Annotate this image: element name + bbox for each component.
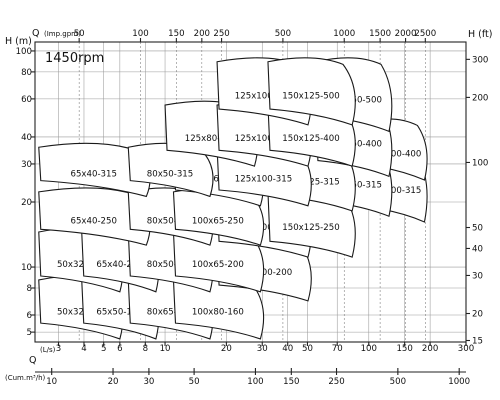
model-label: 80x50-250 — [147, 216, 193, 226]
x-bottom-m3h-tick-label: 20 — [108, 377, 119, 387]
model-label: 150x125-400 — [282, 134, 339, 144]
y-left-tick-label: 5 — [27, 328, 32, 338]
model-label: 125x80-400 — [185, 134, 237, 144]
x-bottom-m3h-tick-label: 10 — [46, 377, 57, 387]
model-label: 100x65-315 — [192, 175, 244, 185]
y-right-tick-label: 100 — [472, 158, 488, 168]
x-top-tick-label: 2500 — [414, 29, 436, 39]
x-bottom-ls-tick-label: 150 — [396, 344, 412, 354]
model-label: 150x125-500 — [282, 92, 339, 102]
x-top-tick-label: 1000 — [333, 29, 355, 39]
x-top-axis-unit: (Imp.gpm) — [44, 30, 81, 38]
x-bottom-m3h-tick-label: 150 — [283, 377, 299, 387]
y-right-tick-label: 40 — [472, 244, 483, 254]
x-top-tick-label: 100 — [132, 29, 148, 39]
x-top-tick-label: 2000 — [395, 29, 417, 39]
x-bottom-m3h-tick-label: 1000 — [448, 377, 470, 387]
x-bottom-ls-tick-label: 3 — [56, 344, 61, 354]
x-bottom-axis-prefix: Q — [29, 355, 36, 366]
plot-frame — [34, 41, 467, 343]
y-left-tick-label: 60 — [21, 95, 32, 105]
y-left-tick-label: 30 — [21, 160, 32, 170]
y-left-tick-label: 100 — [16, 47, 32, 57]
x-bottom-ls-tick-label: 200 — [422, 344, 438, 354]
x-top-tick-label: 200 — [194, 29, 210, 39]
y-left-axis-label: H (m) — [5, 36, 32, 47]
x-top-tick-label: 150 — [168, 29, 184, 39]
y-right-tick-label: 300 — [472, 55, 488, 65]
x-bottom-ls-tick-label: 8 — [143, 344, 148, 354]
model-label: 65x40-200 — [96, 260, 142, 270]
y-right-axis-label: H (ft) — [468, 29, 492, 40]
model-label: 250x200-400 — [364, 150, 421, 160]
x-bottom-ls-tick-label: 10 — [160, 344, 171, 354]
x-bottom-ls-tick-label: 70 — [332, 344, 343, 354]
model-label: 150x125-250 — [282, 223, 339, 233]
speed-label: 1450rpm — [45, 51, 104, 66]
y-left-tick-label: 6 — [27, 311, 32, 321]
y-left-tick-label: 20 — [21, 198, 32, 208]
model-label: 80x50-200 — [147, 260, 193, 270]
y-right-tick-label: 15 — [472, 337, 483, 347]
y-left-tick-label: 80 — [21, 68, 32, 78]
model-label: 125x100-315 — [235, 175, 292, 185]
x-bottom-ls-tick-label: 4 — [81, 344, 86, 354]
y-left-tick-label: 40 — [21, 133, 32, 143]
model-label: 80x50-315 — [147, 170, 193, 180]
model-label: 100x65-250 — [192, 216, 244, 226]
x-bottom-ls-tick-label: 300 — [458, 344, 474, 354]
model-label: 100x65-200 — [192, 260, 244, 270]
model-label: 250x200-315 — [364, 186, 421, 196]
model-label: 65x40-250 — [71, 216, 117, 226]
x-bottom-m3h-tick-label: 250 — [328, 377, 344, 387]
x-bottom-ls-tick-label: 5 — [101, 344, 106, 354]
y-right-tick-label: 30 — [472, 271, 483, 281]
model-label: 80x65-160 — [147, 308, 193, 318]
model-label: 125x100-400 — [235, 134, 292, 144]
model-label: 50x32-160 — [57, 308, 103, 318]
x-top-tick-label: 50 — [74, 29, 85, 39]
x-bottom-m3h-tick-label: 100 — [247, 377, 263, 387]
x-bottom-ls-tick-label: 20 — [221, 344, 232, 354]
x-top-axis-prefix: Q — [32, 28, 39, 39]
y-left-tick-label: 10 — [21, 263, 32, 273]
x-top-tick-label: 250 — [213, 29, 229, 39]
y-left-tick-label: 8 — [27, 284, 32, 294]
x-bottom-m3h-tick-label: 30 — [143, 377, 154, 387]
y-right-tick-label: 50 — [472, 224, 483, 234]
x-bottom-ls-tick-label: 30 — [257, 344, 268, 354]
x-bottom-m3h-unit: (Cum.m³/h) — [5, 374, 46, 382]
x-bottom-ls-tick-label: 50 — [302, 344, 313, 354]
x-bottom-ls-tick-label: 100 — [361, 344, 377, 354]
axes: 3 4 5 6 8 10 20 30 40 50 70 100 150 200 300 5 6 8 10 20 30 40… — [16, 29, 489, 387]
x-bottom-ls-tick-label: 40 — [282, 344, 293, 354]
x-bottom-ls-unit: (L/s) — [40, 346, 56, 354]
model-label: 100x80-160 — [192, 308, 244, 318]
model-region — [267, 57, 356, 126]
x-top-tick-label: 500 — [275, 29, 291, 39]
y-right-tick-label: 200 — [472, 93, 488, 103]
model-label: 65x40-315 — [71, 170, 117, 180]
x-bottom-ls-tick-label: 6 — [117, 344, 122, 354]
x-top-tick-label: 1500 — [369, 29, 391, 39]
model-label: 65x50-160 — [96, 308, 142, 318]
y-right-tick-label: 20 — [472, 310, 483, 320]
model-label: 50x32-200 — [57, 260, 103, 270]
x-bottom-m3h-tick-label: 500 — [390, 377, 406, 387]
model-label: 125x100-500 — [235, 92, 292, 102]
x-bottom-m3h-tick-label: 50 — [189, 377, 200, 387]
